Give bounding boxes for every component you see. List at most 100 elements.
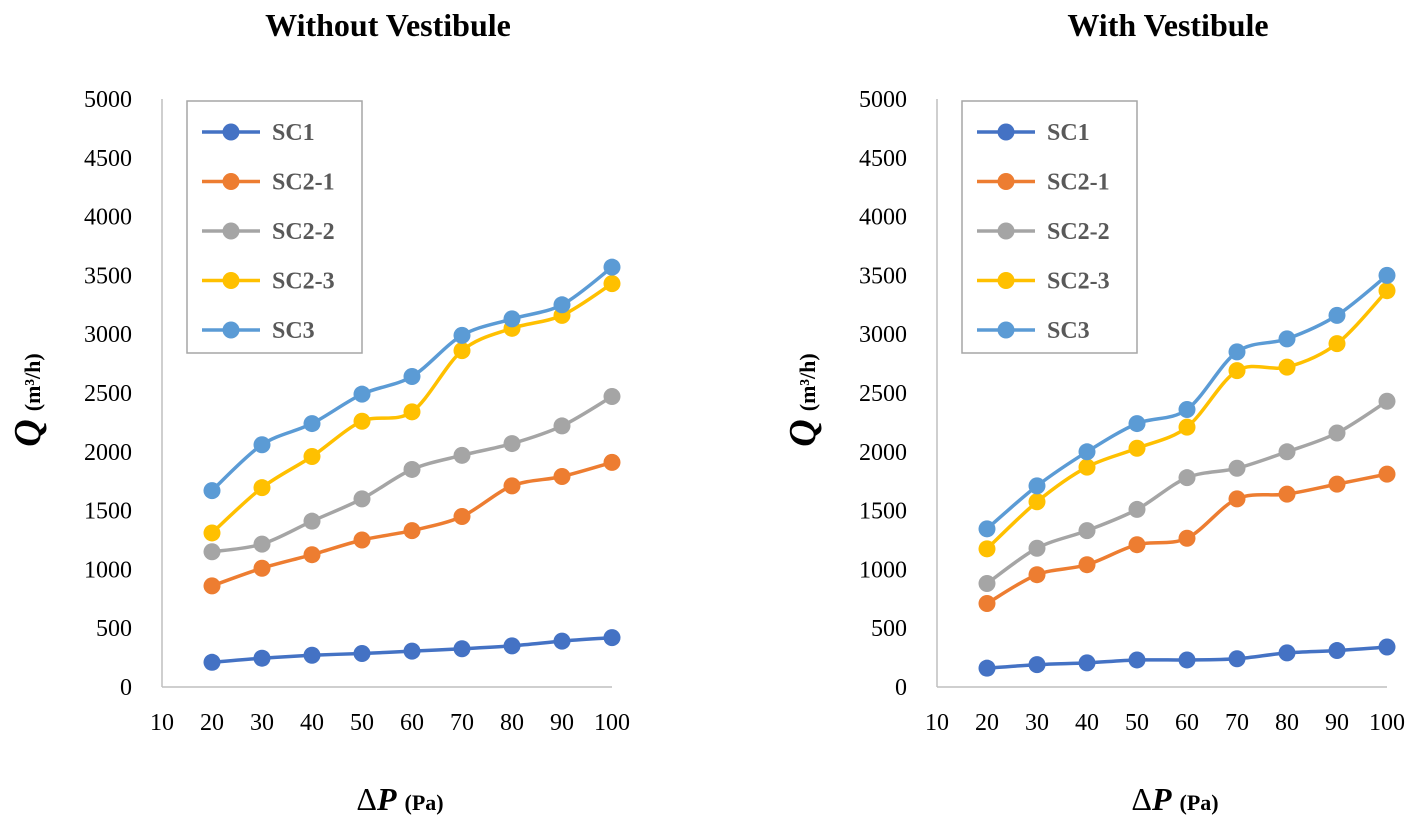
data-point-sc3-60 (403, 368, 421, 386)
data-point-sc3-40 (303, 415, 321, 433)
x-tick-label: 40 (300, 710, 324, 736)
x-tick-label: 100 (1369, 710, 1405, 736)
data-point-sc2-3-30 (1028, 493, 1046, 511)
legend-swatch-marker (222, 222, 240, 240)
legend-label: SC2-2 (272, 219, 335, 245)
legend-label: SC1 (1047, 120, 1090, 146)
data-point-sc3-60 (1178, 400, 1196, 418)
data-point-sc2-1-70 (453, 507, 471, 525)
legend-swatch-marker (222, 173, 240, 190)
data-point-sc2-1-30 (253, 559, 271, 577)
data-point-sc3-80 (503, 310, 521, 328)
y-axis-label-unit: (m³/h) (795, 353, 820, 411)
data-point-sc2-1-20 (978, 595, 996, 613)
data-point-sc1-40 (1078, 654, 1096, 672)
y-tick-label: 2000 (84, 440, 132, 466)
legend-label: SC2-1 (272, 170, 335, 196)
legend: SC1 SC2-1 SC2-2 SC2-3 SC3 (961, 100, 1138, 354)
legend-label: SC1 (272, 120, 315, 146)
data-point-sc2-2-90 (553, 417, 571, 435)
data-point-sc1-90 (553, 632, 571, 650)
legend-swatch-marker (997, 123, 1015, 141)
data-point-sc2-2-100 (1378, 392, 1396, 410)
x-tick-label: 60 (1175, 710, 1199, 736)
x-axis-label-main: P (1151, 781, 1172, 817)
data-point-sc3-20 (203, 482, 221, 500)
x-tick-label: 50 (350, 710, 374, 736)
data-point-sc3-100 (603, 258, 621, 276)
y-tick-label: 4500 (859, 146, 907, 172)
data-point-sc1-50 (353, 644, 371, 662)
y-tick-label: 5000 (84, 87, 132, 113)
y-tick-label: 5000 (859, 87, 907, 113)
x-tick-label: 90 (1325, 710, 1349, 736)
data-point-sc1-60 (403, 642, 421, 660)
data-point-sc2-2-20 (203, 543, 221, 561)
legend-swatch-marker (997, 321, 1015, 339)
legend-swatch-marker (997, 272, 1015, 289)
y-tick-label: 3000 (84, 322, 132, 348)
data-point-sc2-3-30 (253, 479, 271, 497)
data-point-sc2-2-70 (1228, 459, 1246, 477)
x-tick-label: 80 (500, 710, 524, 736)
data-point-sc3-90 (1328, 306, 1346, 324)
y-tick-label: 1000 (84, 557, 132, 583)
x-axis-label-unit: (Pa) (405, 790, 444, 815)
chart-title: With Vestibule (1067, 7, 1268, 43)
y-axis-label: Q (m³/h) (782, 353, 824, 446)
data-point-sc3-50 (1128, 415, 1146, 433)
chart-1: Without Vestibule 0 500 1000 1500 2000 2500 300… (7, 7, 630, 817)
data-point-sc1-80 (1278, 644, 1296, 662)
legend-box (961, 100, 1138, 354)
x-tick-label: 70 (450, 710, 474, 736)
data-point-sc2-1-30 (1028, 566, 1046, 584)
legend: SC1 SC2-1 SC2-2 SC2-3 SC3 (186, 100, 363, 354)
data-point-sc2-2-90 (1328, 424, 1346, 442)
legend-label: SC2-2 (1047, 219, 1110, 245)
y-tick-label: 2500 (84, 381, 132, 407)
data-point-sc2-3-100 (1378, 282, 1396, 300)
data-point-sc3-80 (1278, 330, 1296, 348)
data-point-sc2-2-30 (1028, 539, 1046, 557)
data-point-sc2-1-50 (353, 531, 371, 549)
data-point-sc1-30 (253, 649, 271, 667)
x-tick-label: 20 (975, 710, 999, 736)
data-point-sc2-2-80 (1278, 443, 1296, 461)
y-tick-label: 3500 (859, 263, 907, 289)
data-point-sc2-2-70 (453, 446, 471, 464)
x-tick-label: 80 (1275, 710, 1299, 736)
data-point-sc2-1-90 (1328, 475, 1346, 493)
data-point-sc2-1-80 (1278, 485, 1296, 503)
legend-label: SC2-3 (272, 269, 335, 295)
x-tick-label: 100 (594, 710, 630, 736)
legend-label: SC2-1 (1047, 170, 1110, 196)
data-point-sc2-2-100 (603, 388, 621, 406)
x-tick-label: 60 (400, 710, 424, 736)
data-point-sc2-3-70 (1228, 362, 1246, 380)
data-point-sc2-1-40 (303, 546, 321, 564)
legend-box (186, 100, 363, 354)
data-point-sc1-90 (1328, 642, 1346, 660)
x-axis-label-delta: Δ (1131, 781, 1152, 817)
data-point-sc1-50 (1128, 651, 1146, 669)
data-point-sc2-3-100 (603, 275, 621, 293)
data-point-sc2-1-60 (1178, 529, 1196, 547)
data-point-sc1-100 (1378, 638, 1396, 656)
x-axis-label-delta: Δ (356, 781, 377, 817)
x-tick-label: 90 (550, 710, 574, 736)
legend-swatch-marker (222, 272, 240, 289)
y-tick-label: 4500 (84, 146, 132, 172)
x-tick-label: 40 (1075, 710, 1099, 736)
x-tick-label: 70 (1225, 710, 1249, 736)
y-tick-label: 3000 (859, 322, 907, 348)
data-point-sc2-1-80 (503, 477, 521, 495)
data-point-sc2-1-70 (1228, 490, 1246, 508)
legend-swatch-marker (997, 222, 1015, 240)
data-point-sc2-2-40 (303, 512, 321, 530)
data-point-sc2-3-20 (978, 540, 996, 558)
data-point-sc2-3-40 (303, 448, 321, 466)
data-point-sc2-3-60 (403, 403, 421, 421)
legend-label: SC3 (272, 318, 315, 344)
data-point-sc2-3-60 (1178, 418, 1196, 436)
data-point-sc2-3-70 (453, 342, 471, 360)
